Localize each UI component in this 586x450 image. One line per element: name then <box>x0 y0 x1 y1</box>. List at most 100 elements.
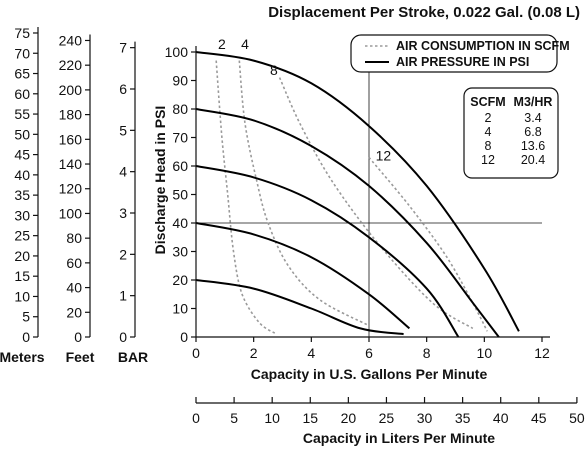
y-tick-label: 20 <box>172 272 188 288</box>
liters-tick-label: 50 <box>569 410 585 426</box>
meters-tick-label: 55 <box>14 106 30 122</box>
feet-tick-label: 80 <box>66 230 82 246</box>
meters-tick-label: 20 <box>14 248 30 264</box>
x-tick-label: 4 <box>307 345 315 361</box>
air-pressure-curve <box>195 108 500 338</box>
scfm-cell: 4 <box>485 125 492 139</box>
m3hr-cell: 13.6 <box>521 139 545 153</box>
feet-tick-label: 180 <box>59 107 83 123</box>
m3hr-cell: 6.8 <box>524 125 541 139</box>
y-tick-label: 100 <box>165 44 189 60</box>
air-curve-label: 8 <box>270 62 278 78</box>
air-pressure-curve <box>195 222 411 330</box>
scfm-cell: 8 <box>485 139 492 153</box>
x-tick-label: 2 <box>250 345 258 361</box>
feet-tick-label: 20 <box>66 304 82 320</box>
feet-tick-label: 40 <box>66 280 82 296</box>
meters-axis-label: Meters <box>0 349 45 365</box>
meters-tick-label: 65 <box>14 66 30 82</box>
chart-title: Displacement Per Stroke, 0.022 Gal. (0.0… <box>268 4 580 21</box>
feet-tick-label: 240 <box>59 32 83 48</box>
feet-tick-label: 60 <box>66 255 82 271</box>
x-tick-label: 8 <box>423 345 431 361</box>
grid <box>196 52 542 337</box>
bar-axis-label: BAR <box>118 349 148 365</box>
scfm-table-box <box>463 87 559 179</box>
feet-tick-label: 220 <box>59 57 83 73</box>
meters-tick-label: 5 <box>22 309 30 325</box>
meters-tick-label: 10 <box>14 288 30 304</box>
meters-tick-label: 75 <box>14 25 30 41</box>
bar-tick-label: 7 <box>119 40 127 56</box>
feet-tick-label: 120 <box>59 181 83 197</box>
feet-tick-label: 140 <box>59 156 83 172</box>
feet-tick-label: 160 <box>59 131 83 147</box>
feet-tick-label: 0 <box>74 329 82 345</box>
air-pressure-curve <box>195 165 460 338</box>
air-consumption-curves <box>215 60 488 335</box>
air-consumption-curve-2-scfm <box>215 60 278 335</box>
feet-tick-label: 200 <box>59 82 83 98</box>
meters-tick-label: 50 <box>14 126 30 142</box>
y-tick-label: 40 <box>172 215 188 231</box>
bar-tick-label: 5 <box>119 122 127 138</box>
air-curve-label: 4 <box>241 36 249 52</box>
liters-tick-label: 5 <box>230 410 238 426</box>
air-curve-label: 2 <box>218 36 226 52</box>
liters-tick-label: 40 <box>493 410 509 426</box>
liters-tick-label: 45 <box>531 410 547 426</box>
bar-tick-label: 6 <box>119 81 127 97</box>
meters-tick-label: 25 <box>14 228 30 244</box>
y-tick-label: 60 <box>172 158 188 174</box>
legend-pressure-label: AIR PRESSURE IN PSI <box>396 55 529 69</box>
m3hr-header: M3/HR <box>514 95 553 109</box>
y-tick-label: 10 <box>172 301 188 317</box>
x-tick-label: 10 <box>477 345 493 361</box>
x-tick-label: 6 <box>365 345 373 361</box>
meters-tick-label: 70 <box>14 45 30 61</box>
meters-tick-label: 40 <box>14 167 30 183</box>
air-curve-label: 12 <box>376 147 392 163</box>
m3hr-cell: 3.4 <box>524 111 541 125</box>
air-consumption-curve-4-scfm <box>238 60 370 327</box>
y-tick-label: 50 <box>172 187 188 203</box>
feet-axis-label: Feet <box>66 349 95 365</box>
scfm-table-rows: 2 3.4 4 6.8 8 13.6 12 20.4 <box>481 111 545 167</box>
liters-axis-label: Capacity in Liters Per Minute <box>303 430 495 446</box>
bar-tick-label: 2 <box>119 246 127 262</box>
meters-tick-label: 60 <box>14 86 30 102</box>
liters-tick-label: 15 <box>302 410 318 426</box>
legend: AIR CONSUMPTION IN SCFM AIR PRESSURE IN … <box>350 34 570 73</box>
y-tick-label: 90 <box>172 73 188 89</box>
liters-tick-label: 20 <box>341 410 357 426</box>
x-tick-label: 12 <box>534 345 550 361</box>
legend-air-label: AIR CONSUMPTION IN SCFM <box>396 39 570 53</box>
y-tick-label: 80 <box>172 101 188 117</box>
x-axis-label: Capacity in U.S. Gallons Per Minute <box>251 366 488 382</box>
liters-tick-label: 0 <box>192 410 200 426</box>
scfm-cell: 12 <box>481 153 495 167</box>
air-pressure-curve <box>195 279 404 336</box>
meters-tick-label: 35 <box>14 187 30 203</box>
y-tick-label: 70 <box>172 130 188 146</box>
liters-tick-label: 25 <box>379 410 395 426</box>
feet-tick-label: 100 <box>59 205 83 221</box>
y-tick-label: 30 <box>172 244 188 260</box>
m3hr-cell: 20.4 <box>521 153 545 167</box>
air-consumption-curve-12-scfm <box>368 156 488 332</box>
liters-tick-label: 10 <box>264 410 280 426</box>
meters-tick-label: 30 <box>14 207 30 223</box>
bar-tick-label: 3 <box>119 205 127 221</box>
y-axis-label: Discharge Head in PSI <box>152 106 168 255</box>
liters-tick-label: 35 <box>455 410 471 426</box>
bar-tick-label: 4 <box>119 164 127 180</box>
bar-tick-label: 1 <box>119 288 127 304</box>
air-pressure-curves <box>195 51 520 338</box>
y-tick-label: 0 <box>180 329 188 345</box>
bar-tick-label: 0 <box>119 329 127 345</box>
curve-labels: 2 4 8 12 <box>218 36 391 163</box>
legend-box <box>350 34 558 73</box>
meters-tick-label: 0 <box>22 329 30 345</box>
